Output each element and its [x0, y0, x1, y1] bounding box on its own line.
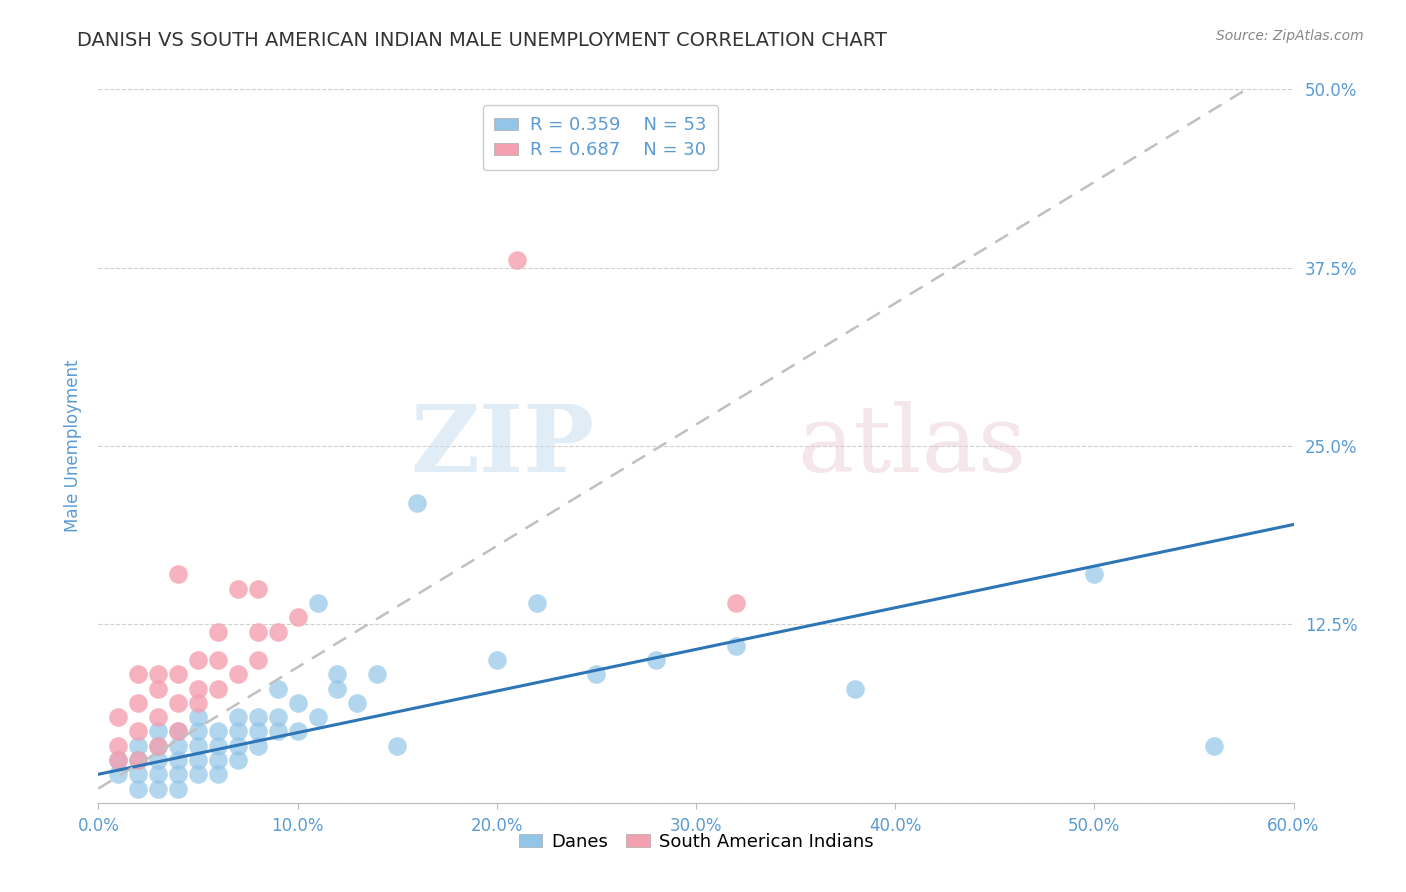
Point [207, 653, 229, 667]
Point [148, 753, 170, 767]
Y-axis label: Male Unemployment: Male Unemployment [65, 359, 83, 533]
Point [226, 739, 249, 753]
Point [187, 681, 209, 696]
Point [127, 696, 149, 710]
Point [127, 724, 149, 739]
Point [406, 496, 429, 510]
Point [167, 781, 190, 796]
Point [724, 639, 747, 653]
Legend: Danes, South American Indians: Danes, South American Indians [512, 826, 880, 858]
Point [167, 724, 190, 739]
Point [326, 667, 349, 681]
Text: atlas: atlas [797, 401, 1026, 491]
Point [246, 653, 269, 667]
Point [167, 767, 190, 781]
Point [187, 753, 209, 767]
Point [267, 710, 290, 724]
Point [506, 253, 529, 268]
Point [107, 753, 129, 767]
Point [366, 667, 388, 681]
Point [287, 610, 309, 624]
Point [148, 739, 170, 753]
Point [385, 739, 409, 753]
Text: Source: ZipAtlas.com: Source: ZipAtlas.com [1216, 29, 1364, 43]
Text: DANISH VS SOUTH AMERICAN INDIAN MALE UNEMPLOYMENT CORRELATION CHART: DANISH VS SOUTH AMERICAN INDIAN MALE UNE… [77, 31, 887, 50]
Point [187, 653, 209, 667]
Point [148, 781, 170, 796]
Point [207, 624, 229, 639]
Point [167, 739, 190, 753]
Point [207, 724, 229, 739]
Point [267, 724, 290, 739]
Point [246, 624, 269, 639]
Point [526, 596, 548, 610]
Point [207, 767, 229, 781]
Point [127, 781, 149, 796]
Point [148, 667, 170, 681]
Text: ZIP: ZIP [411, 401, 595, 491]
Point [187, 739, 209, 753]
Point [246, 710, 269, 724]
Point [127, 767, 149, 781]
Point [246, 582, 269, 596]
Point [246, 724, 269, 739]
Point [167, 567, 190, 582]
Point [485, 653, 508, 667]
Point [226, 582, 249, 596]
Point [207, 753, 229, 767]
Point [844, 681, 866, 696]
Point [326, 681, 349, 696]
Point [207, 739, 229, 753]
Point [226, 753, 249, 767]
Point [207, 681, 229, 696]
Point [127, 667, 149, 681]
Point [1202, 739, 1225, 753]
Point [287, 696, 309, 710]
Point [148, 739, 170, 753]
Point [127, 753, 149, 767]
Point [187, 767, 209, 781]
Point [167, 753, 190, 767]
Point [167, 667, 190, 681]
Point [246, 739, 269, 753]
Point [127, 739, 149, 753]
Point [127, 753, 149, 767]
Point [107, 739, 129, 753]
Point [645, 653, 668, 667]
Point [287, 724, 309, 739]
Point [267, 681, 290, 696]
Point [167, 724, 190, 739]
Point [148, 767, 170, 781]
Point [346, 696, 368, 710]
Point [187, 696, 209, 710]
Point [724, 596, 747, 610]
Point [1083, 567, 1105, 582]
Point [107, 753, 129, 767]
Point [187, 710, 209, 724]
Point [187, 724, 209, 739]
Point [148, 724, 170, 739]
Point [307, 596, 329, 610]
Point [585, 667, 607, 681]
Point [226, 667, 249, 681]
Point [226, 724, 249, 739]
Point [148, 710, 170, 724]
Point [148, 681, 170, 696]
Point [107, 767, 129, 781]
Point [107, 710, 129, 724]
Point [307, 710, 329, 724]
Point [267, 624, 290, 639]
Point [226, 710, 249, 724]
Point [167, 696, 190, 710]
